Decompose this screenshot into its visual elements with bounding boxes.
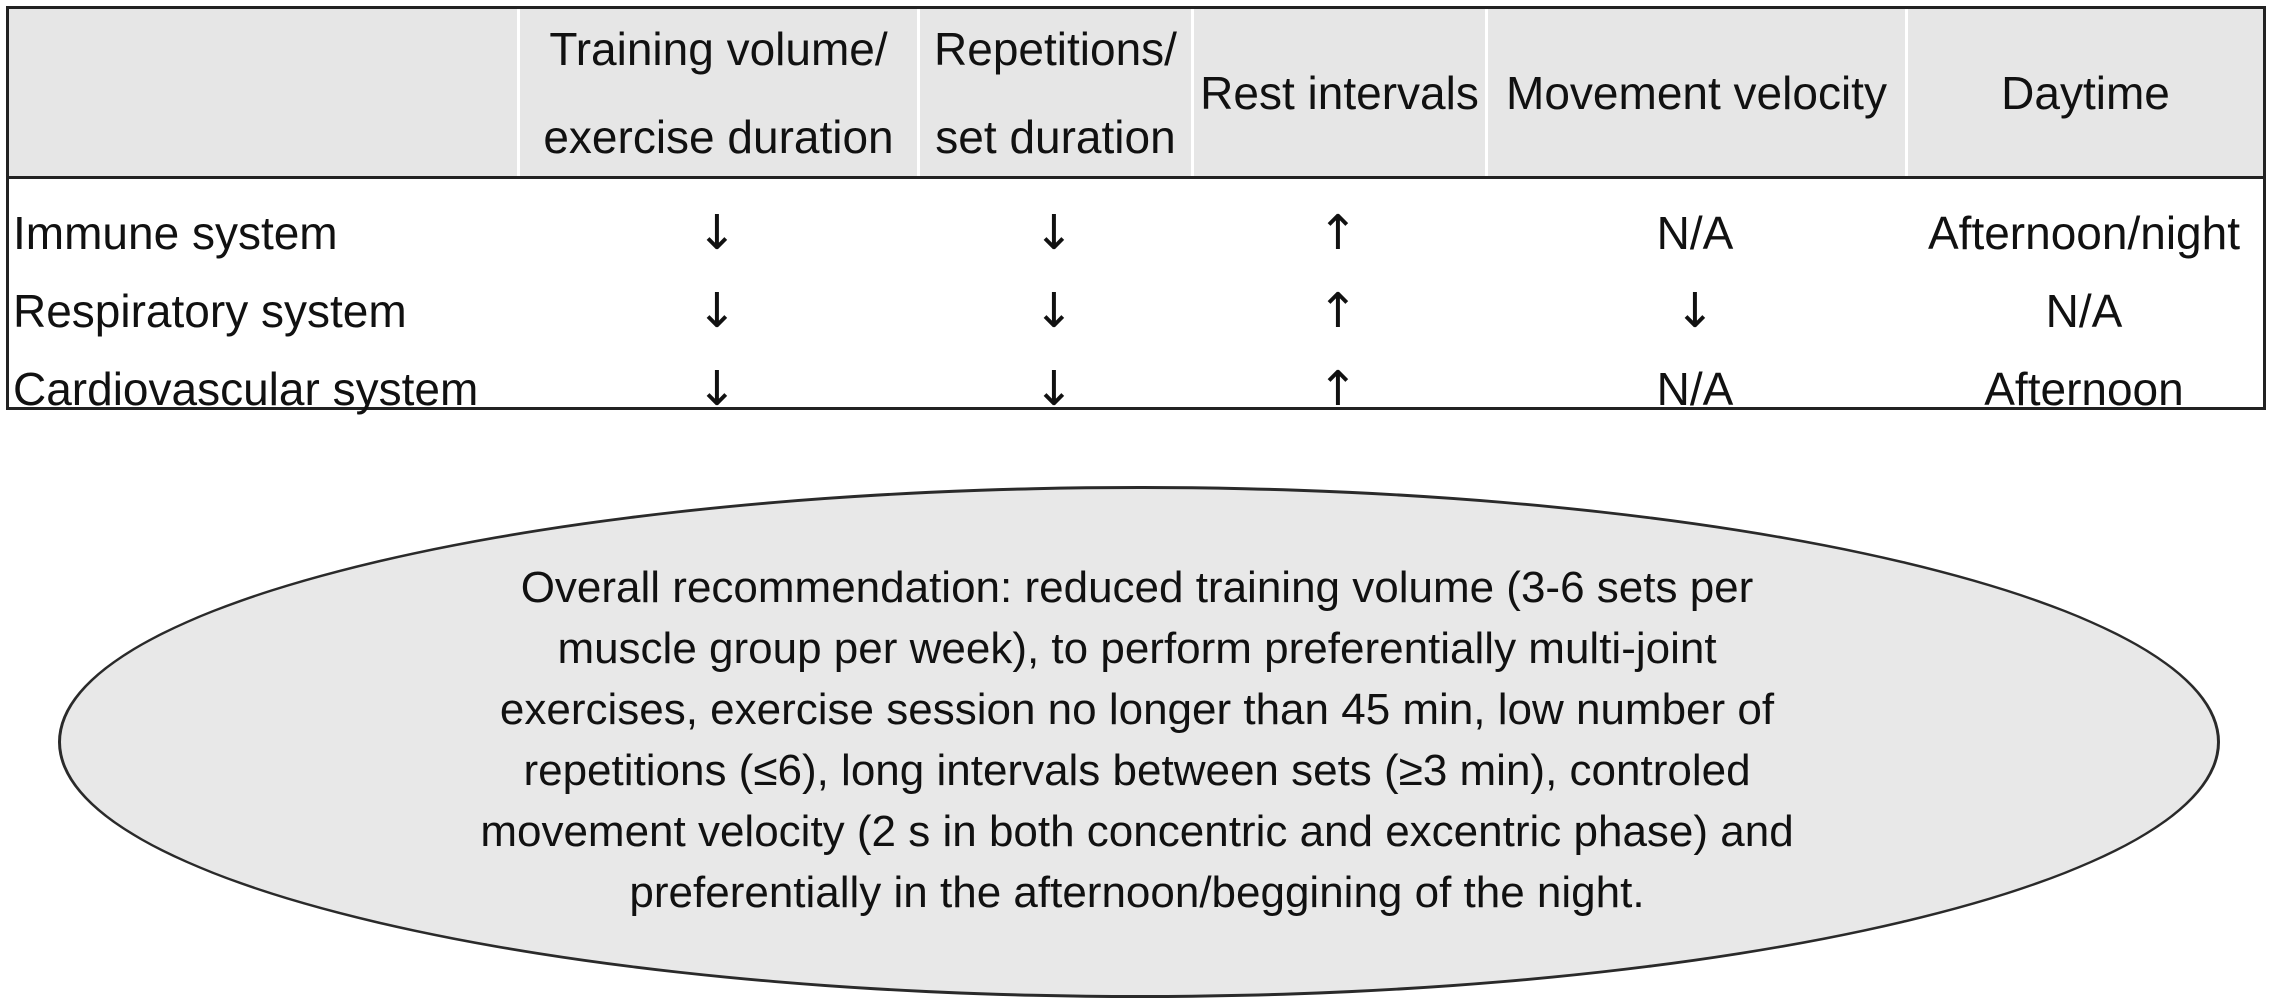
table-row-respiratory: Respiratory system ↓ ↓ ↑ ↓ N/A [9, 272, 2263, 350]
row-label: Cardiovascular system [13, 363, 479, 415]
down-arrow-icon: ↓ [1033, 283, 1075, 339]
header-rest-intervals: Rest intervals [1191, 9, 1485, 176]
velocity-value: N/A [1656, 207, 1734, 259]
header-training-volume: Training volume/ exercise duration [517, 9, 917, 176]
row-label: Immune system [13, 207, 338, 259]
down-arrow-icon: ↓ [696, 205, 738, 261]
header-repetitions: Repetitions/ set duration [917, 9, 1191, 176]
recommendations-table: Training volume/ exercise duration Repet… [6, 6, 2266, 417]
down-arrow-icon: ↓ [1674, 283, 1716, 339]
daytime-value: N/A [2045, 285, 2123, 337]
table-row-immune: Immune system ↓ ↓ ↑ N/A Afternoon/night [9, 194, 2263, 272]
recommendation-line: preferentially in the afternoon/begginin… [629, 868, 1645, 917]
table-header-row: Training volume/ exercise duration Repet… [9, 9, 2263, 179]
header-daytime: Daytime [1905, 9, 2263, 176]
down-arrow-icon: ↓ [696, 283, 738, 339]
down-arrow-icon: ↓ [1033, 361, 1075, 417]
recommendation-ellipse [58, 486, 2220, 998]
recommendation-line: repetitions (≤6), long intervals between… [523, 746, 1751, 795]
recommendation-line: Overall recommendation: reduced training… [520, 563, 1754, 612]
header-movement-velocity: Movement velocity [1485, 9, 1905, 176]
recommendation-line: exercises, exercise session no longer th… [499, 685, 1775, 734]
table-row-cardiovascular: Cardiovascular system ↓ ↓ ↑ N/A Afternoo… [9, 350, 2263, 428]
up-arrow-icon: ↑ [1317, 205, 1359, 261]
down-arrow-icon: ↓ [1033, 205, 1075, 261]
recommendation-line: muscle group per week), to perform prefe… [557, 624, 1717, 673]
daytime-value: Afternoon [1984, 363, 2184, 415]
row-label: Respiratory system [13, 285, 407, 337]
overall-recommendation-text: Overall recommendation: reduced training… [400, 557, 1874, 923]
header-empty-cell [9, 9, 517, 176]
recommendation-line: movement velocity (2 s in both concentri… [480, 807, 1794, 856]
daytime-value: Afternoon/night [1927, 207, 2240, 259]
down-arrow-icon: ↓ [696, 361, 738, 417]
up-arrow-icon: ↑ [1317, 361, 1359, 417]
velocity-value: N/A [1656, 363, 1734, 415]
up-arrow-icon: ↑ [1317, 283, 1359, 339]
